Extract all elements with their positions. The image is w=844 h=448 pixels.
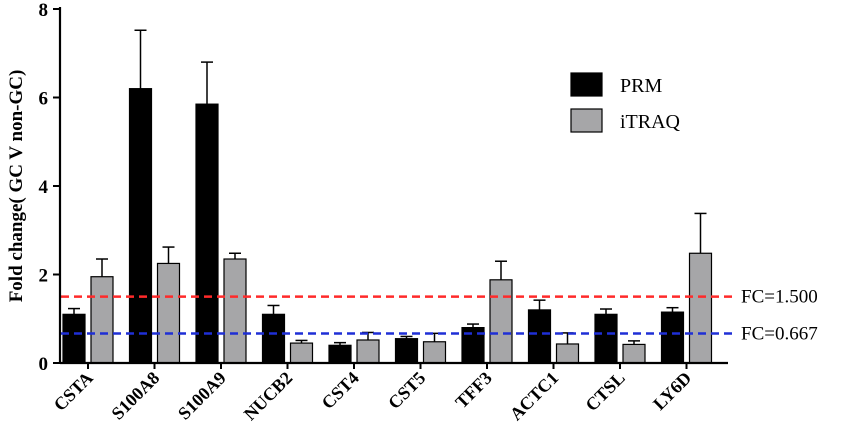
bar-prm-actc1 <box>527 309 552 364</box>
bar-itraq-csta <box>90 276 114 364</box>
reference-label-2: FC=0.667 <box>741 323 818 344</box>
bar-prm-nucb2 <box>261 313 286 364</box>
x-tick-label-s100a9: S100A9 <box>174 368 230 424</box>
x-tick-label-ctsl: CTSL <box>581 368 628 415</box>
x-tick-label-actc1: ACTC1 <box>506 368 563 425</box>
legend-swatch-prm <box>570 72 603 97</box>
x-tick-label-cst5: CST5 <box>384 368 429 413</box>
x-tick-label-nucb2: NUCB2 <box>240 368 297 425</box>
legend-label-prm: PRM <box>620 75 662 97</box>
y-axis-label: Fold change( GC V non-GC) <box>6 70 27 303</box>
y-tick-label-0: 0 <box>39 354 49 375</box>
bar-prm-csta <box>62 313 86 364</box>
bar-itraq-ly6d <box>688 252 713 364</box>
bar-itraq-tff3 <box>489 279 513 364</box>
bar-prm-ly6d <box>660 311 685 364</box>
y-tick-label-4: 4 <box>39 177 49 198</box>
legend-swatch-itraq <box>570 108 603 133</box>
legend-group: PRM iTRAQ <box>570 72 681 133</box>
reference-lines-group: FC=1.500 FC=0.667 <box>61 287 818 344</box>
bar-prm-ctsl <box>594 313 618 364</box>
reference-label-1: FC=1.500 <box>741 287 818 308</box>
legend-label-itraq: iTRAQ <box>620 111 681 133</box>
bar-itraq-cst5 <box>422 341 447 364</box>
bar-prm-cst4 <box>328 344 352 364</box>
error-bars-group <box>68 29 707 346</box>
bars-group <box>62 88 713 364</box>
bar-prm-s100a8 <box>128 88 153 364</box>
bar-itraq-cst4 <box>356 339 380 364</box>
y-tick-label-8: 8 <box>39 0 49 21</box>
x-tick-label-s100a8: S100A8 <box>107 368 163 424</box>
bar-itraq-s100a9 <box>223 258 247 364</box>
x-tick-label-cst4: CST4 <box>318 368 363 413</box>
bar-itraq-actc1 <box>555 343 580 364</box>
x-tick-label-tff3: TFF3 <box>451 368 496 413</box>
y-tick-label-2: 2 <box>39 266 49 287</box>
x-tick-label-csta: CSTA <box>50 368 97 415</box>
bar-itraq-ctsl <box>622 343 646 364</box>
x-tick-label-ly6d: LY6D <box>649 368 695 414</box>
y-tick-label-6: 6 <box>39 89 49 110</box>
bar-prm-cst5 <box>394 338 419 364</box>
bar-itraq-nucb2 <box>289 342 314 364</box>
bar-itraq-s100a8 <box>156 262 181 364</box>
bar-prm-s100a9 <box>195 103 219 364</box>
